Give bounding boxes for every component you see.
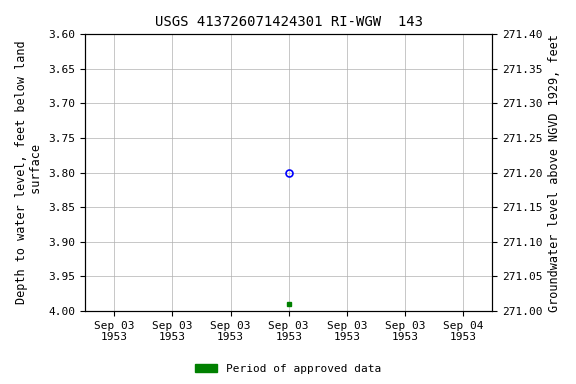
Legend: Period of approved data: Period of approved data <box>191 359 385 379</box>
Title: USGS 413726071424301 RI-WGW  143: USGS 413726071424301 RI-WGW 143 <box>155 15 423 29</box>
Y-axis label: Groundwater level above NGVD 1929, feet: Groundwater level above NGVD 1929, feet <box>548 34 561 311</box>
Y-axis label: Depth to water level, feet below land
 surface: Depth to water level, feet below land su… <box>15 41 43 305</box>
